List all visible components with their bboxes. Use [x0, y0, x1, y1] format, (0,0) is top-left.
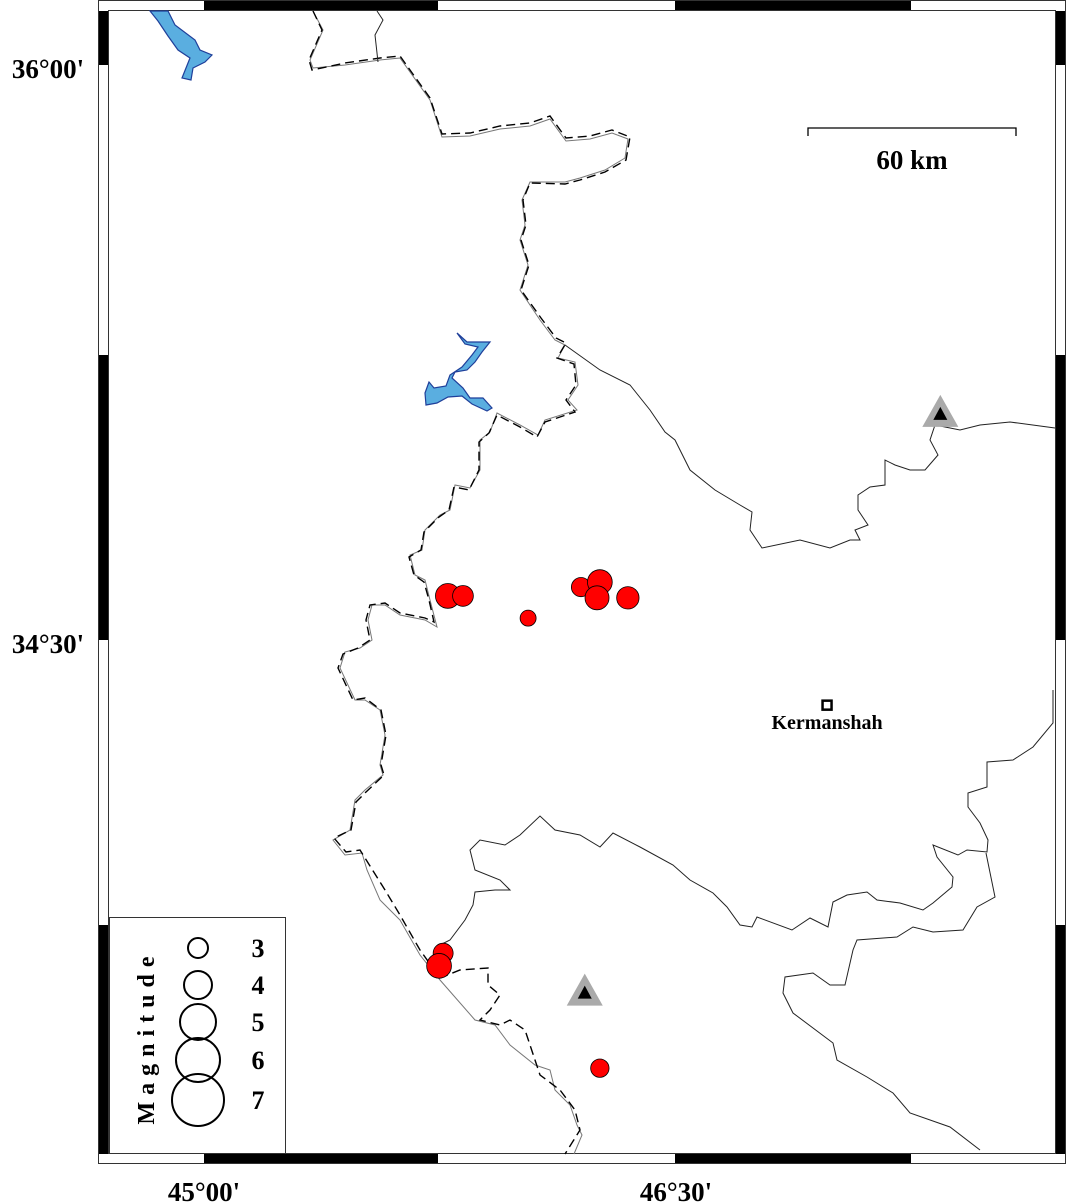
legend-magnitude-label: 7	[252, 1086, 265, 1115]
legend-circle	[175, 1037, 221, 1083]
city-kermanshah: Kermanshah	[771, 699, 883, 734]
legend-magnitude-label: 6	[252, 1046, 265, 1075]
earthquake-layer	[426, 569, 640, 1078]
earthquake-marker	[590, 1058, 610, 1078]
lon-label-46-30: 46°30'	[640, 1177, 712, 1203]
lake-darbandikhan	[424, 332, 493, 412]
earthquake-marker	[519, 609, 537, 627]
legend-magnitude-label: 4	[252, 971, 265, 1000]
legend-circle	[183, 970, 213, 1000]
city-square-icon	[821, 699, 833, 711]
legend-title: Magnitude	[134, 949, 160, 1124]
legend-circle	[171, 1073, 225, 1127]
earthquake-marker	[616, 586, 640, 610]
legend-magnitude-label: 5	[252, 1008, 265, 1037]
lon-label-45-00: 45°00'	[168, 1177, 240, 1203]
legend-circle	[187, 937, 209, 959]
volcano-icon	[922, 394, 959, 427]
legend-magnitude-label: 3	[252, 934, 265, 963]
lake-north	[148, 10, 214, 81]
city-label: Kermanshah	[771, 712, 882, 734]
scale-bar-label: 60 km	[876, 145, 948, 175]
volcano-icon	[566, 973, 603, 1006]
province-boundaries	[374, 10, 1056, 1151]
scale-bar: 60 km	[807, 127, 1017, 175]
legend-circle	[179, 1003, 217, 1041]
magnitude-legend: Magnitude 3 4 5 6 7	[109, 917, 286, 1154]
lat-label-36-00: 36°00'	[12, 54, 84, 84]
lat-label-34-30: 34°30'	[12, 629, 84, 659]
earthquake-marker	[452, 585, 474, 607]
earthquake-marker	[584, 585, 610, 611]
volcano-layer	[566, 394, 959, 1006]
earthquake-marker	[426, 953, 452, 979]
